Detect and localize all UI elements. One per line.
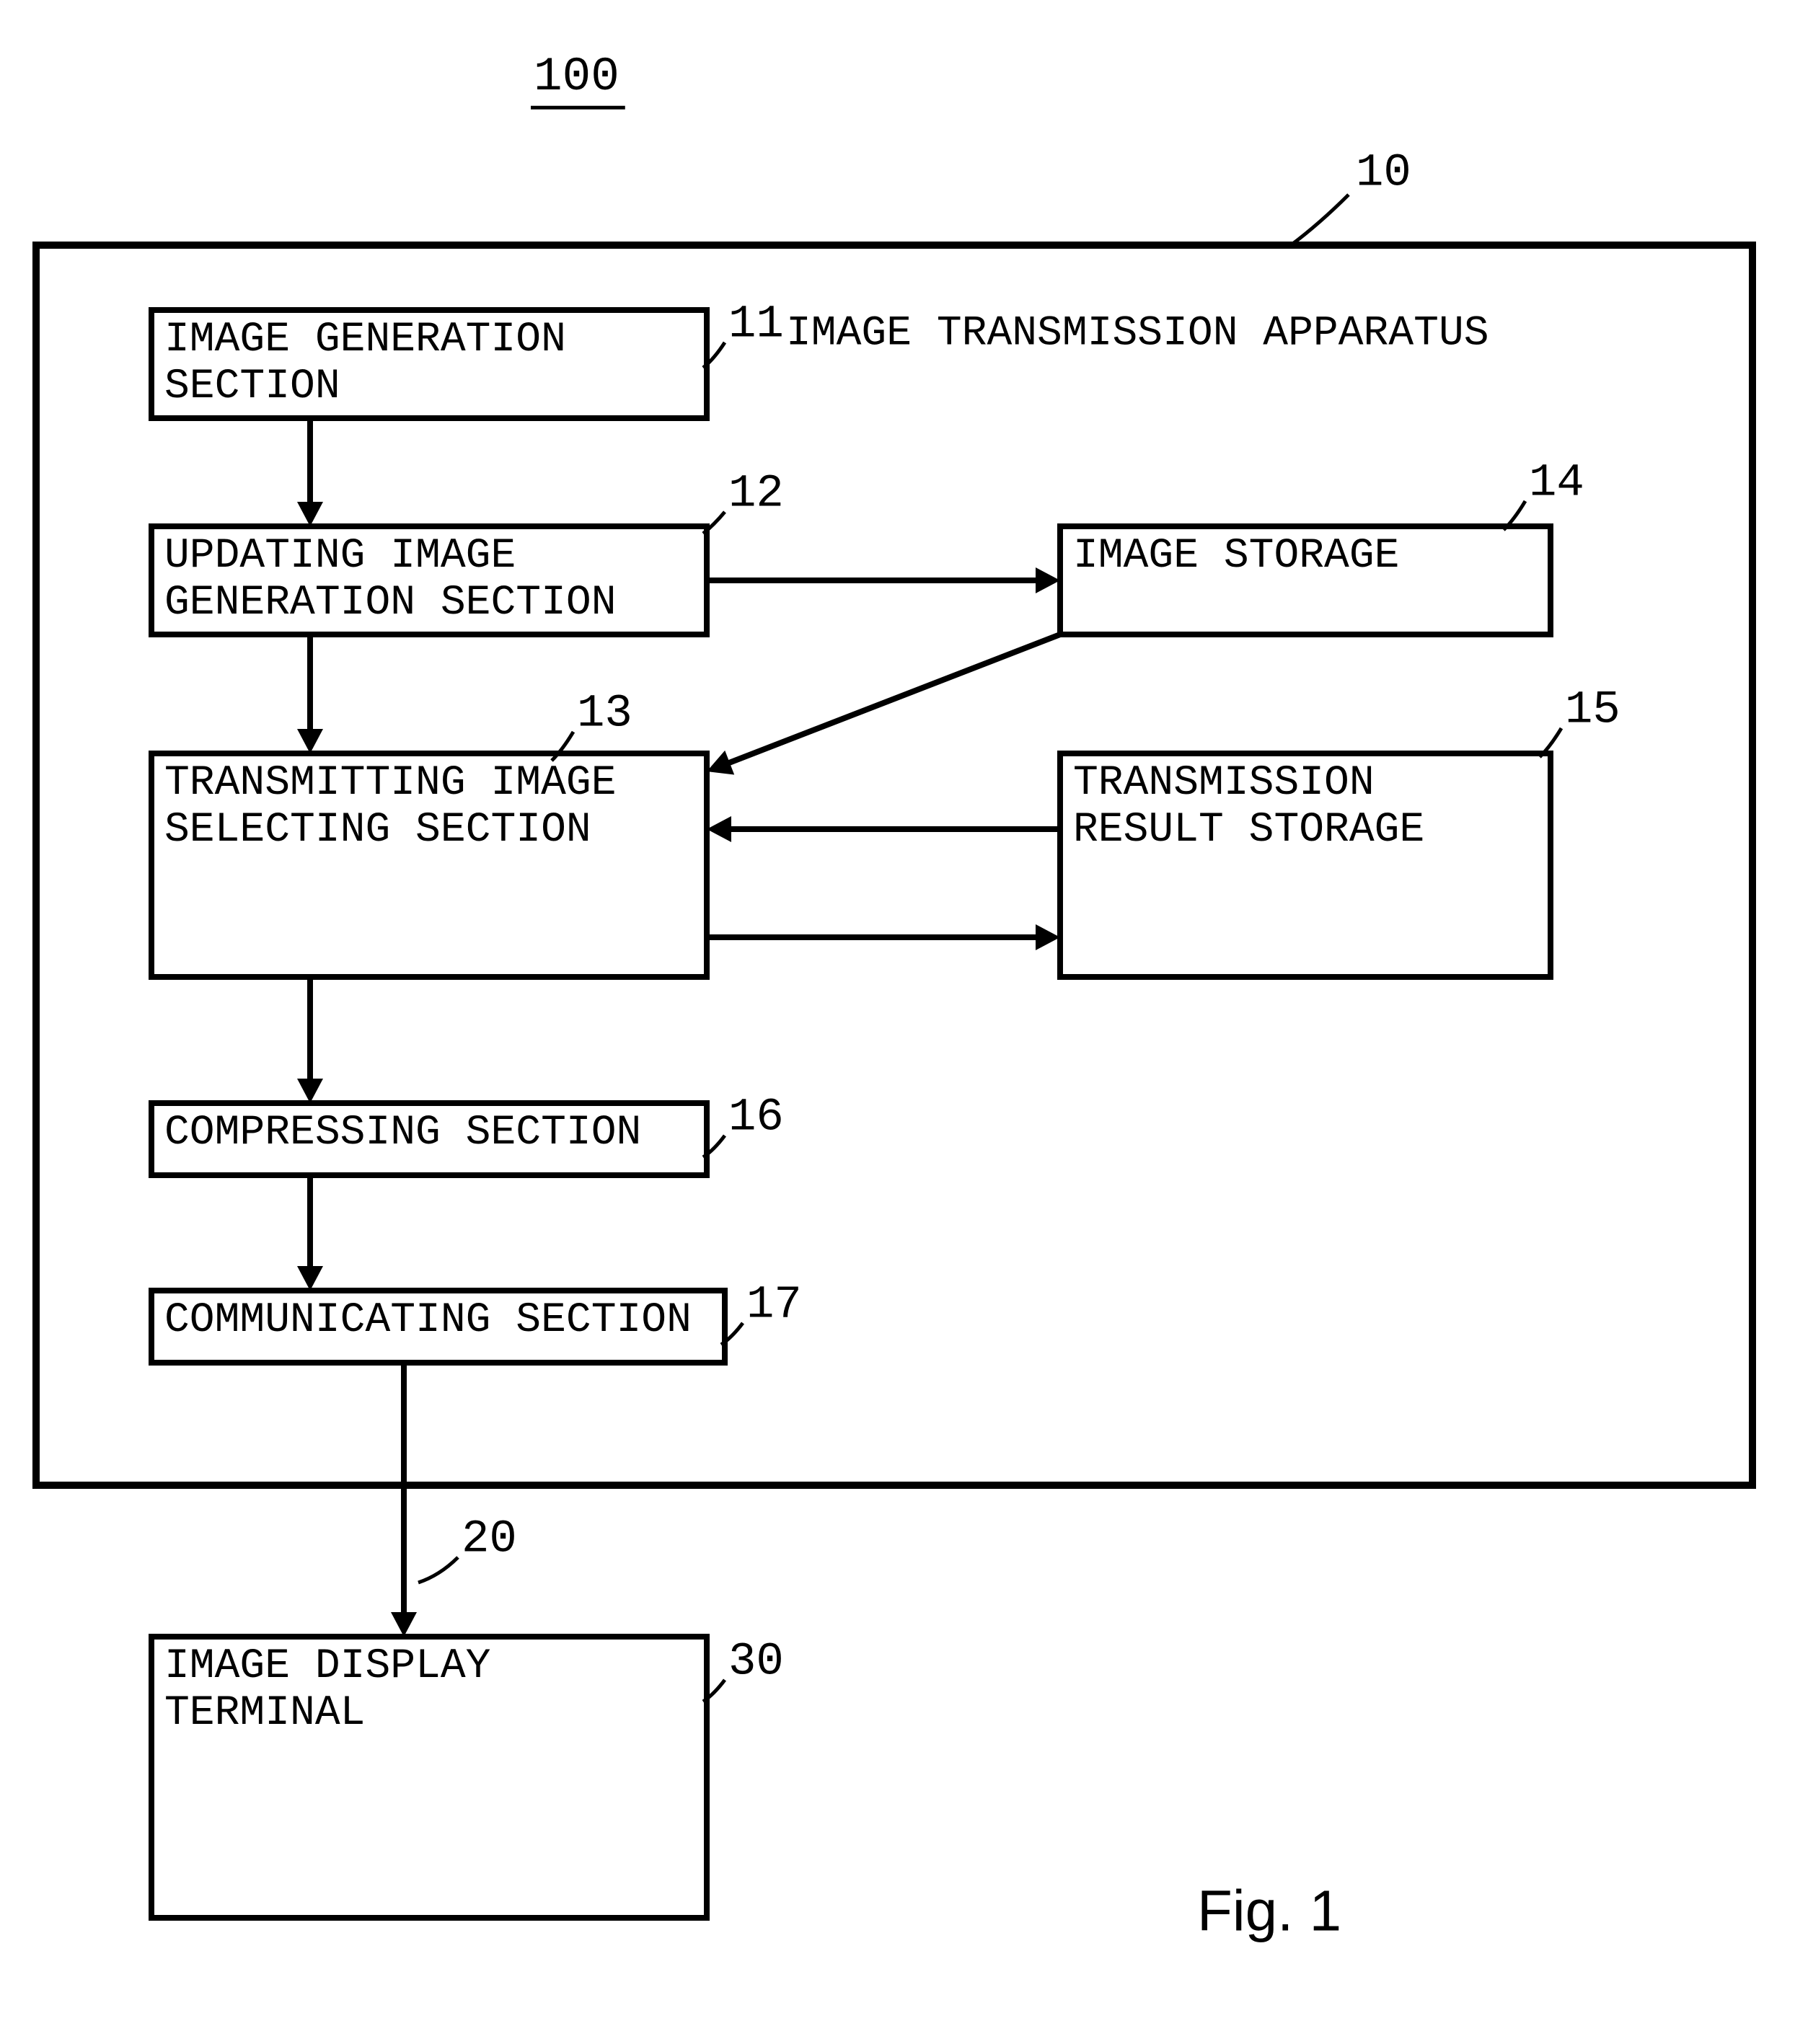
box-label-b13: TRANSMITTING IMAGESELECTING SECTION <box>164 760 617 854</box>
box-label-b14: IMAGE STORAGE <box>1073 533 1399 580</box>
ref-12: 12 <box>728 469 784 521</box>
ref-14: 14 <box>1529 458 1584 510</box>
ref-13: 13 <box>577 689 632 740</box>
ref-17: 17 <box>746 1280 802 1332</box>
ref-10: 10 <box>1356 148 1411 200</box>
box-label-b16: COMPRESSING SECTION <box>164 1110 641 1156</box>
ref-15: 15 <box>1565 685 1620 737</box>
box-label-b17: COMMUNICATING SECTION <box>164 1297 692 1344</box>
container-title: IMAGE TRANSMISSION APPARATUS <box>786 311 1489 358</box>
figure-ref-100: 100 <box>534 50 619 104</box>
ref-20: 20 <box>462 1514 517 1566</box>
ref-16: 16 <box>728 1092 784 1144</box>
box-label-b15: TRANSMISSIONRESULT STORAGE <box>1073 760 1424 854</box>
ref-30: 30 <box>728 1637 784 1689</box>
diagram-canvas: 100IMAGE TRANSMISSION APPARATUS10IMAGE G… <box>0 0 1795 2044</box>
figure-caption: Fig. 1 <box>1197 1879 1341 1943</box>
ref-11: 11 <box>728 299 784 351</box>
